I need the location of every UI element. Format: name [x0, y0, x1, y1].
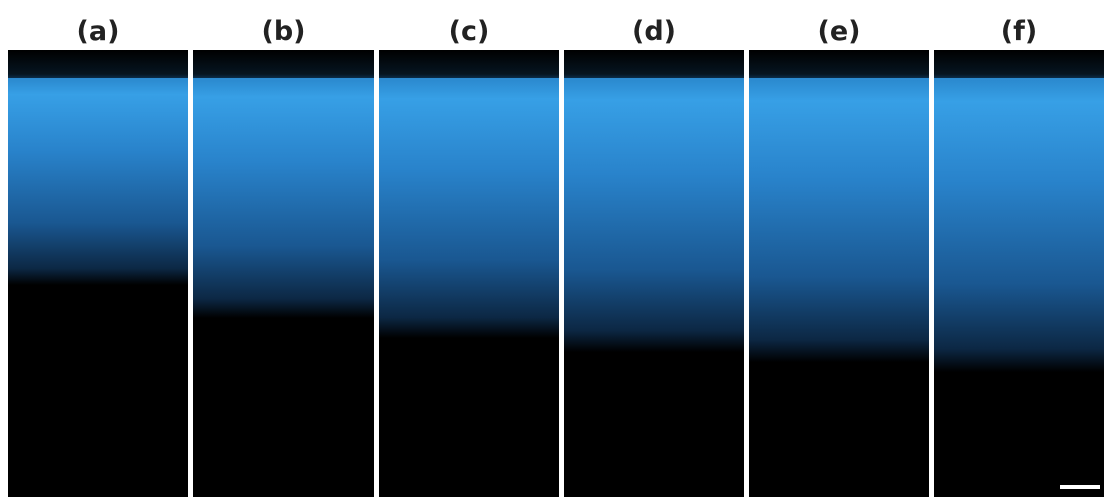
- panel-surface: [193, 50, 374, 80]
- panel-label: (a): [77, 16, 120, 47]
- panel-surface: [8, 50, 188, 80]
- panel-label: (b): [261, 16, 305, 47]
- panel-signal: [749, 78, 929, 362]
- panel-label: (d): [632, 16, 676, 47]
- panel-signal: [934, 78, 1104, 372]
- panel-label: (f): [1001, 16, 1037, 47]
- scale-bar: [1060, 485, 1100, 489]
- figure: (a) (b) (c) (d) (e) (f): [0, 0, 1104, 497]
- panel-signal: [8, 78, 188, 285]
- panel-surface: [564, 50, 744, 80]
- panel-signal: [193, 78, 374, 318]
- panels: (a) (b) (c) (d) (e) (f): [8, 16, 1104, 497]
- panel-surface: [379, 50, 559, 80]
- panel-signal: [379, 78, 559, 338]
- page: (a)(b)(c)(d)(e)(f) (() => { const data =…: [0, 0, 1104, 497]
- panel-label: (e): [818, 16, 861, 47]
- panel-label: (c): [449, 16, 490, 47]
- panel-signal: [564, 78, 744, 352]
- panel-surface: [934, 50, 1104, 80]
- panel-surface: [749, 50, 929, 80]
